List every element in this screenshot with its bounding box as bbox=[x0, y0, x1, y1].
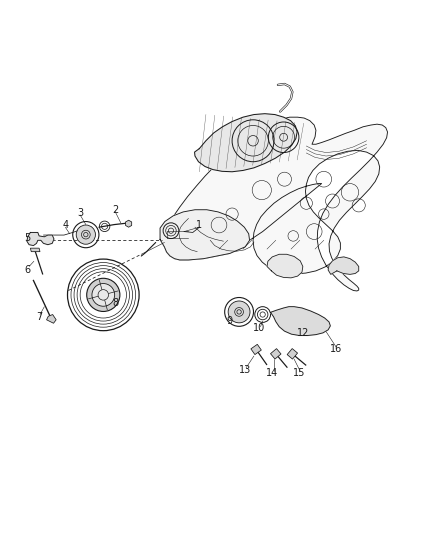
Circle shape bbox=[228, 301, 250, 323]
Text: 7: 7 bbox=[36, 312, 42, 322]
Text: 12: 12 bbox=[297, 328, 309, 338]
Polygon shape bbox=[160, 117, 388, 291]
Text: 6: 6 bbox=[25, 265, 31, 275]
Polygon shape bbox=[328, 257, 359, 274]
Text: 16: 16 bbox=[330, 344, 342, 353]
Polygon shape bbox=[287, 349, 297, 359]
Text: 4: 4 bbox=[62, 221, 68, 230]
Polygon shape bbox=[160, 210, 250, 260]
Text: 3: 3 bbox=[77, 208, 83, 218]
Polygon shape bbox=[267, 254, 303, 278]
Polygon shape bbox=[27, 232, 54, 246]
Polygon shape bbox=[271, 349, 281, 359]
Polygon shape bbox=[30, 248, 40, 252]
Text: 8: 8 bbox=[112, 298, 118, 308]
Text: 10: 10 bbox=[253, 324, 265, 334]
Polygon shape bbox=[126, 220, 132, 227]
Text: 13: 13 bbox=[239, 365, 251, 375]
Text: 5: 5 bbox=[25, 233, 31, 243]
Text: 1: 1 bbox=[196, 220, 202, 230]
Circle shape bbox=[291, 313, 308, 330]
Text: 15: 15 bbox=[293, 368, 306, 378]
Text: 14: 14 bbox=[266, 368, 279, 378]
Circle shape bbox=[92, 284, 115, 306]
Polygon shape bbox=[46, 314, 56, 323]
Polygon shape bbox=[194, 114, 297, 172]
Polygon shape bbox=[251, 344, 261, 354]
Text: 2: 2 bbox=[112, 205, 118, 215]
Polygon shape bbox=[271, 306, 330, 335]
Circle shape bbox=[76, 225, 95, 244]
Text: 9: 9 bbox=[227, 316, 233, 326]
Circle shape bbox=[87, 278, 120, 311]
